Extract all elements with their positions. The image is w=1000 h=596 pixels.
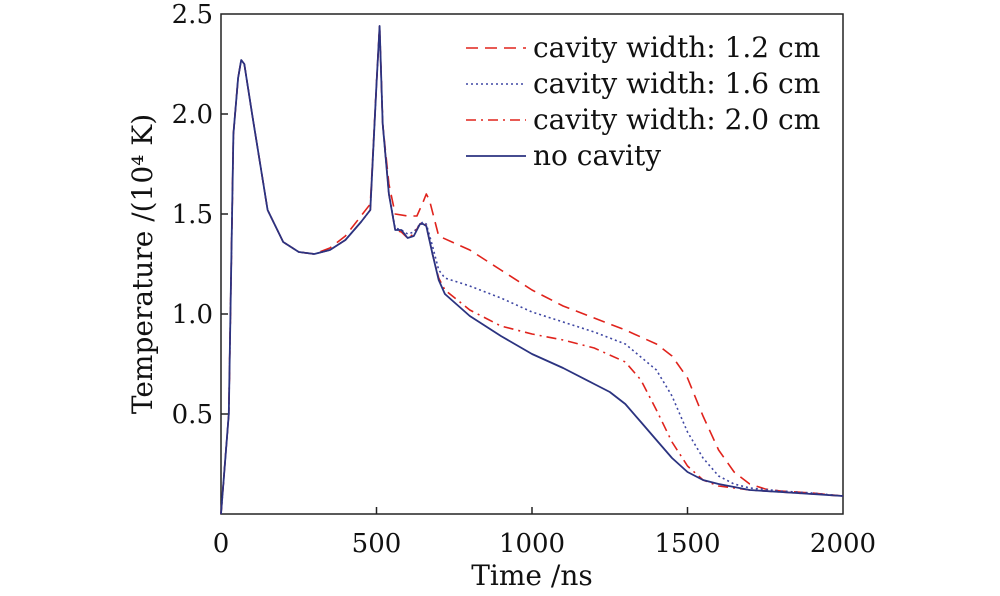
y-tick-label: 2.5 <box>172 0 213 30</box>
y-tick-label: 1.0 <box>172 300 213 330</box>
legend-label-3: cavity width: 2.0 cm <box>533 103 820 136</box>
x-tick-label: 500 <box>352 529 402 559</box>
x-tick-label: 1000 <box>499 529 565 559</box>
series-layer <box>220 25 844 515</box>
y-tick-label: 0.5 <box>172 400 213 430</box>
y-tick-label: 1.5 <box>172 200 213 230</box>
x-axis-title: Time /ns <box>471 559 593 592</box>
x-tick-label: 2000 <box>810 529 876 559</box>
y-axis-title: Temperature /(10⁴ K) <box>126 114 159 414</box>
x-tick-label: 0 <box>213 529 230 559</box>
legend-label-1: cavity width: 1.2 cm <box>533 31 820 64</box>
legend-label-2: cavity width: 1.6 cm <box>533 67 820 100</box>
legend-label-4: no cavity <box>533 139 661 172</box>
series-line-4 <box>220 25 844 515</box>
tick-layer: 0 500 1000 1500 2000 0.5 1.0 1.5 2.0 2.5 <box>172 0 876 559</box>
y-tick-label: 2.0 <box>172 100 213 130</box>
x-tick-label: 1500 <box>654 529 720 559</box>
